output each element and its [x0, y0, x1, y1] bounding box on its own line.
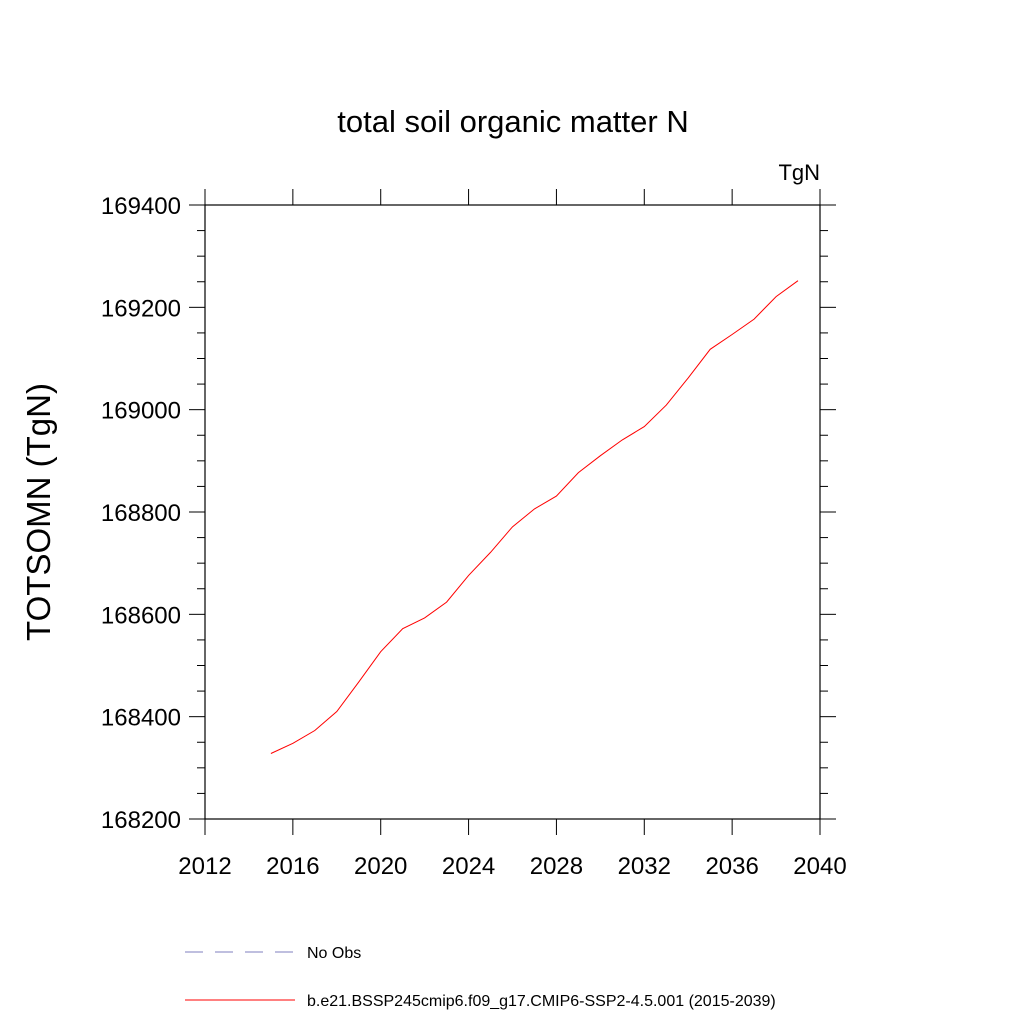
- x-tick-label: 2028: [530, 853, 583, 880]
- chart-title: total soil organic matter N: [337, 104, 688, 139]
- y-tick-label: 168600: [101, 602, 181, 629]
- y-tick-label: 169200: [101, 295, 181, 322]
- x-tick-label: 2020: [354, 853, 407, 880]
- legend: No Obs b.e21.BSSP245cmip6.f09_g17.CMIP6-…: [185, 945, 776, 1010]
- x-tick-label: 2032: [618, 853, 671, 880]
- y-axis-label: TOTSOMN (TgN): [20, 383, 57, 641]
- y-axis: 168200 168400 168600 168800 169000 169200 1694…: [101, 193, 836, 834]
- x-axis: 2012 2016 2020 2024 2028 2032 2036 2040: [178, 189, 847, 880]
- x-tick-label: 2012: [178, 853, 231, 880]
- legend-label-model-run: b.e21.BSSP245cmip6.f09_g17.CMIP6-SSP2-4.…: [307, 993, 776, 1010]
- y-tick-label: 168200: [101, 807, 181, 834]
- y-tick-label: 169400: [101, 193, 181, 220]
- x-tick-label: 2040: [793, 853, 846, 880]
- units-label: TgN: [778, 160, 820, 185]
- x-tick-label: 2024: [442, 853, 495, 880]
- series-layer: [270, 280, 799, 754]
- y-tick-label: 168800: [101, 500, 181, 527]
- legend-label-no-obs: No Obs: [307, 945, 361, 962]
- x-tick-label: 2036: [705, 853, 758, 880]
- x-tick-label: 2016: [266, 853, 319, 880]
- y-tick-label: 168400: [101, 705, 181, 732]
- plot-frame: [204, 204, 821, 820]
- y-tick-label: 169000: [101, 398, 181, 425]
- series-line-1: [270, 280, 799, 754]
